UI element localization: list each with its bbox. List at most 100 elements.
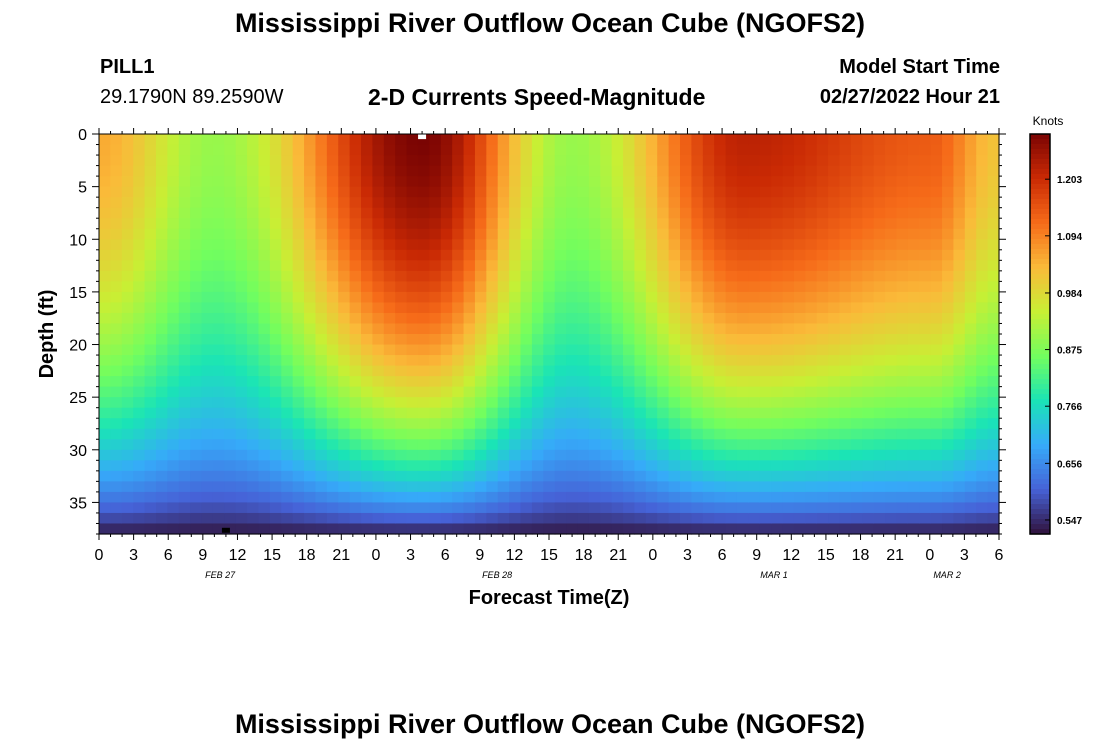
heatmap-cell [748, 270, 761, 282]
heatmap-cell [896, 302, 909, 314]
heatmap-cell [304, 323, 317, 335]
heatmap-cell [714, 165, 727, 177]
heatmap-cell [964, 165, 977, 177]
heatmap-cell [964, 218, 977, 230]
heatmap-cell [144, 323, 157, 335]
heatmap-cell [714, 491, 727, 504]
heatmap-cell [850, 344, 863, 356]
heatmap-cell [361, 376, 374, 388]
heatmap-cell [896, 270, 909, 282]
heatmap-cell [99, 460, 111, 472]
heatmap-cell [782, 186, 795, 198]
heatmap-cell [930, 134, 943, 146]
heatmap-cell [816, 512, 829, 525]
heatmap-cell [828, 376, 841, 388]
heatmap-cell [623, 334, 636, 346]
heatmap-cell [474, 197, 487, 209]
heatmap-cell [440, 323, 453, 335]
heatmap-cell [224, 260, 237, 272]
heatmap-cell [907, 249, 920, 261]
heatmap-cell [987, 470, 1000, 482]
heatmap-cell [486, 134, 499, 146]
heatmap-cell [873, 523, 886, 535]
heatmap-cell [269, 418, 282, 430]
x-tick-label: 21 [609, 547, 627, 564]
heatmap-cell [907, 228, 920, 240]
heatmap-cell [680, 197, 692, 209]
heatmap-cell [976, 218, 989, 230]
heatmap-cell [611, 186, 624, 198]
heatmap-cell [497, 302, 510, 314]
heatmap-cell [247, 523, 260, 535]
heatmap-cell [190, 344, 203, 356]
heatmap-cell [782, 365, 795, 377]
heatmap-cell [828, 134, 841, 146]
heatmap-cell [463, 165, 476, 177]
heatmap-cell [691, 323, 704, 335]
heatmap-cell [907, 281, 920, 293]
heatmap-cell [543, 291, 556, 304]
heatmap-cell [588, 523, 601, 535]
heatmap-cell [748, 249, 761, 261]
heatmap-cell [645, 334, 658, 346]
heatmap-cell [326, 228, 339, 240]
heatmap-cell [372, 365, 385, 377]
heatmap-cell [600, 439, 613, 451]
heatmap-cell [862, 197, 875, 209]
heatmap-cell [862, 439, 875, 451]
heatmap-cell [907, 323, 920, 335]
x-tick-label: 9 [198, 547, 207, 564]
heatmap-cell [645, 386, 658, 398]
heatmap-cell [873, 344, 886, 356]
heatmap-cell [383, 323, 396, 335]
heatmap-cell [201, 155, 214, 167]
heatmap-cell [748, 449, 761, 461]
heatmap-cell [964, 207, 977, 219]
heatmap-cell [269, 323, 282, 335]
heatmap-cell [406, 249, 419, 261]
heatmap-cell [190, 365, 203, 377]
heatmap-cell [736, 439, 749, 451]
heatmap-cell [258, 176, 271, 188]
colorbar-segment [1030, 434, 1050, 440]
heatmap-cell [896, 418, 909, 430]
heatmap-cell [793, 439, 806, 451]
heatmap-cell [702, 397, 715, 409]
heatmap-cell [942, 312, 955, 325]
heatmap-cell [361, 365, 374, 377]
heatmap-cell [212, 207, 225, 219]
heatmap-cell [395, 134, 408, 146]
heatmap-cell [372, 376, 385, 388]
heatmap-cell [805, 260, 818, 272]
heatmap-cell [850, 281, 863, 293]
heatmap-cell [486, 523, 499, 535]
heatmap-cell [930, 312, 943, 325]
heatmap-cell [714, 481, 727, 493]
heatmap-cell [805, 439, 818, 451]
heatmap-cell [885, 334, 898, 346]
heatmap-cell [862, 523, 875, 535]
heatmap-cell [987, 281, 1000, 293]
heatmap-cell [657, 165, 670, 177]
heatmap-cell [657, 355, 670, 367]
heatmap-cell [816, 407, 829, 419]
heatmap-cell [623, 270, 636, 282]
heatmap-cell [543, 386, 556, 398]
heatmap-cell [326, 355, 339, 367]
heatmap-cell [201, 418, 214, 430]
heatmap-cell [155, 291, 168, 304]
heatmap-cell [623, 144, 636, 156]
heatmap-cell [474, 397, 487, 409]
heatmap-cell [577, 207, 590, 219]
heatmap-cell [315, 249, 328, 261]
heatmap-cell [748, 460, 761, 472]
heatmap-cell [657, 312, 670, 325]
heatmap-cell [759, 134, 772, 146]
heatmap-cell [942, 470, 955, 482]
heatmap-cell [793, 428, 806, 440]
heatmap-cell [680, 334, 692, 346]
heatmap-cell [657, 397, 670, 409]
heatmap-cell [873, 481, 886, 493]
heatmap-cell [531, 155, 544, 167]
heatmap-cell [873, 312, 886, 325]
